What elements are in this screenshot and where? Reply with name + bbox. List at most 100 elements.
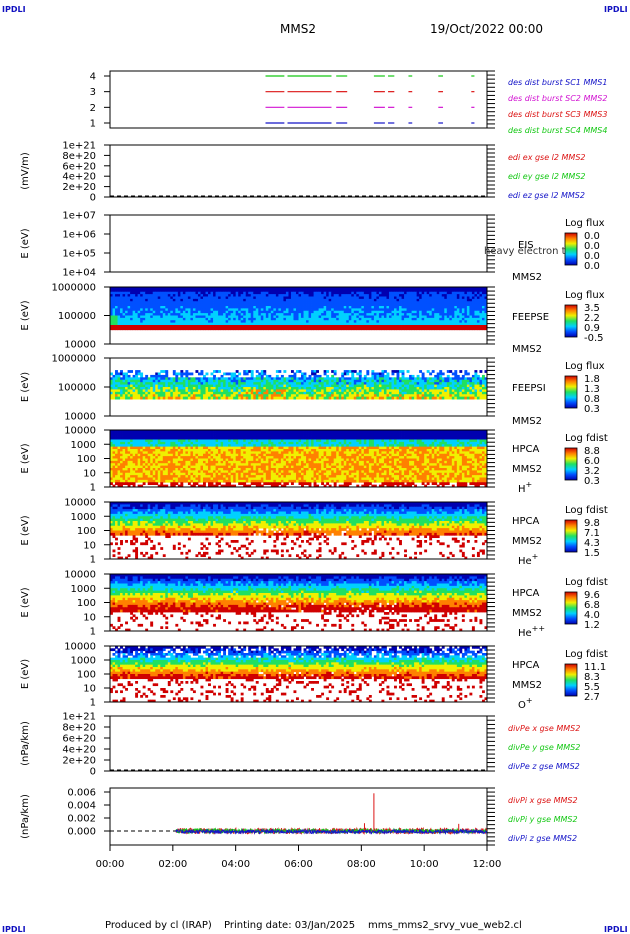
heatmap-cell	[376, 325, 380, 328]
heatmap-cell	[338, 384, 342, 388]
heatmap-cell	[233, 303, 237, 307]
heatmap-cell	[115, 303, 118, 307]
heatmap-cell	[371, 287, 375, 290]
heatmap-cell	[376, 298, 380, 302]
colorbar-tick-label: 0.0	[584, 261, 600, 272]
heatmap-cell	[396, 374, 400, 378]
heatmap-cell	[411, 379, 415, 383]
heatmap-cell	[373, 298, 377, 302]
heatmap-cell	[303, 377, 307, 381]
heatmap-cell	[301, 377, 304, 381]
heatmap-cell	[311, 382, 314, 385]
heatmap-cell	[298, 313, 302, 316]
heatmap-cell	[414, 306, 418, 309]
heatmap-cell	[436, 377, 440, 381]
heatmap-cell	[215, 287, 219, 290]
heatmap-cell	[441, 382, 445, 385]
heatmap-cell	[429, 289, 433, 293]
heatmap-cell	[358, 289, 362, 293]
heatmap-cell	[263, 370, 267, 373]
heatmap-cell	[135, 298, 139, 302]
heatmap-cell	[290, 313, 294, 316]
heatmap-cell	[429, 291, 433, 295]
heatmap-cell	[275, 437, 279, 440]
heatmap-cell	[258, 301, 262, 305]
heatmap-cell	[260, 432, 264, 436]
heatmap-cell	[474, 303, 478, 307]
heatmap-cell	[368, 391, 372, 395]
heatmap-cell	[197, 291, 201, 295]
heatmap-cell	[323, 396, 327, 400]
heatmap-cell	[376, 315, 380, 319]
heatmap-cell	[130, 434, 134, 438]
heatmap-cell	[404, 287, 407, 290]
heatmap-cell	[255, 391, 259, 395]
heatmap-cell	[245, 391, 249, 395]
heatmap-cell	[441, 301, 445, 305]
heatmap-cell	[278, 391, 282, 395]
heatmap-cell	[290, 384, 294, 388]
heatmap-cell	[368, 387, 372, 390]
heatmap-cell	[187, 391, 191, 395]
heatmap-cell	[157, 291, 161, 295]
heatmap-cell	[210, 308, 214, 312]
heatmap-cell	[449, 322, 453, 326]
heatmap-cell	[399, 296, 402, 300]
heatmap-cell	[371, 303, 375, 307]
heatmap-cell	[200, 379, 204, 383]
heatmap-cell	[180, 310, 184, 314]
heatmap-cell	[202, 432, 206, 436]
heatmap-cell	[426, 325, 430, 328]
heatmap-cell	[371, 325, 375, 328]
heatmap-cell	[255, 327, 259, 331]
heatmap-cell	[208, 432, 211, 436]
heatmap-cell	[137, 382, 141, 385]
heatmap-cell	[454, 310, 458, 314]
heatmap-cell	[278, 434, 282, 438]
heatmap-cell	[446, 310, 450, 314]
heatmap-cell	[396, 432, 400, 436]
heatmap-cell	[376, 372, 380, 376]
heatmap-cell	[235, 322, 239, 326]
heatmap-cell	[358, 370, 362, 373]
heatmap-cell	[248, 287, 252, 290]
heatmap-cell	[260, 389, 264, 393]
heatmap-cell	[152, 301, 156, 305]
heatmap-cell	[409, 325, 412, 328]
heatmap-cell	[449, 370, 453, 373]
heatmap-cell	[248, 384, 252, 388]
heatmap-cell	[122, 372, 126, 376]
heatmap-cell	[205, 394, 209, 398]
heatmap-cell	[160, 384, 164, 388]
heatmap-cell	[223, 372, 227, 376]
heatmap-cell	[313, 301, 317, 305]
heatmap-cell	[190, 325, 194, 328]
heatmap-cell	[218, 291, 221, 295]
y-axis-label: E (eV)	[20, 300, 31, 330]
heatmap-cell	[210, 325, 214, 328]
heatmap-cell	[306, 294, 309, 297]
heatmap-cell	[411, 289, 415, 293]
heatmap-cell	[341, 301, 345, 305]
heatmap-cell	[202, 298, 206, 302]
heatmap-cell	[303, 303, 307, 307]
heatmap-cell	[117, 294, 121, 297]
heatmap-cell	[172, 313, 176, 316]
heatmap-cell	[200, 287, 204, 290]
heatmap-cell	[373, 394, 377, 398]
heatmap-cell	[137, 379, 141, 383]
heatmap-cell	[223, 382, 227, 385]
heatmap-cell	[218, 389, 221, 393]
heatmap-cell	[466, 315, 470, 319]
heatmap-cell	[223, 432, 227, 436]
heatmap-cell	[429, 308, 433, 312]
heatmap-cell	[253, 389, 257, 393]
heatmap-cell	[376, 313, 380, 316]
heatmap-cell	[110, 310, 113, 314]
heatmap-cell	[326, 317, 330, 321]
heatmap-cell	[202, 437, 206, 440]
heatmap-cell	[474, 387, 478, 390]
heatmap-cell	[225, 396, 229, 400]
heatmap-cell	[356, 310, 360, 314]
